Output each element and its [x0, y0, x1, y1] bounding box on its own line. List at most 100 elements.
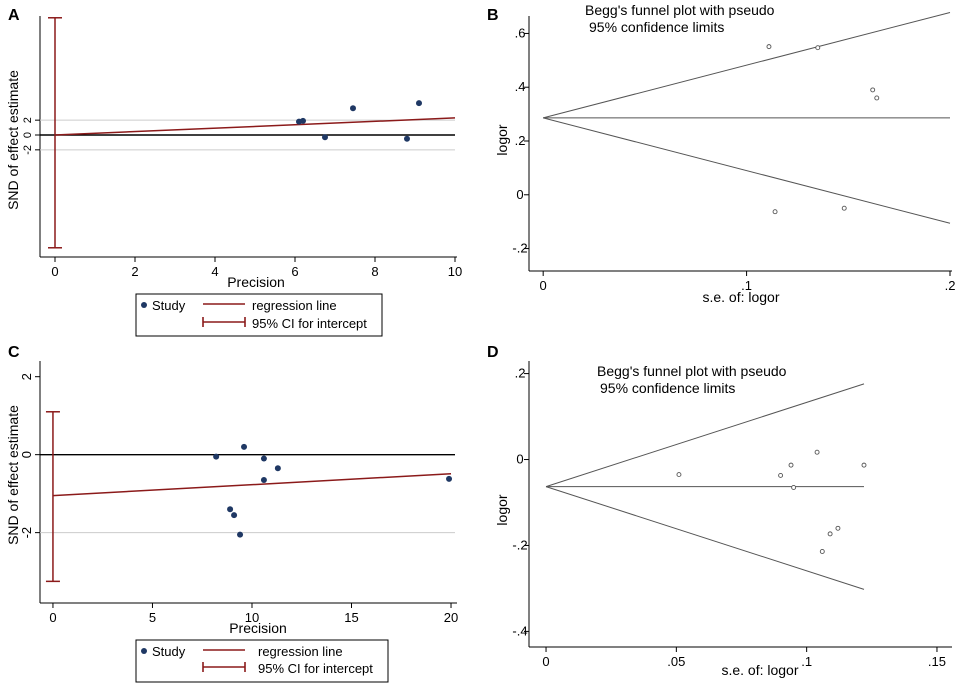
study-point: [861, 462, 867, 468]
y-tick-label: 2: [19, 373, 34, 380]
study-point: [835, 525, 841, 531]
y-tick-label: -.4: [512, 623, 527, 638]
x-tick-label: 15: [344, 610, 358, 625]
y-tick-label: .4: [515, 79, 526, 94]
x-tick-label: 10: [245, 610, 259, 625]
panel-b-xlabel: s.e. of: logor: [702, 289, 779, 305]
panel-label-d: D: [487, 344, 499, 361]
x-tick-label: .1: [741, 278, 752, 293]
y-tick-label: 0: [22, 132, 34, 138]
study-point: [237, 531, 244, 538]
study-point: [874, 95, 880, 101]
study-point: [260, 455, 267, 462]
study-point: [274, 465, 281, 472]
regression-line: [52, 473, 452, 497]
study-point: [788, 462, 794, 468]
legend-ci-label: 95% CI for intercept: [252, 316, 367, 331]
panel-d-title: Begg's funnel plot with pseudo: [597, 363, 787, 379]
funnel-upper-limit: [545, 383, 865, 488]
panel-d-funnel-plot: logor s.e. of: logor Begg's funnel plot …: [494, 361, 952, 678]
x-tick-label: 20: [444, 610, 458, 625]
y-tick-label: 2: [22, 117, 34, 123]
study-point: [791, 485, 797, 490]
study-point: [815, 45, 821, 51]
x-tick-label: 2: [131, 264, 138, 279]
x-tick-label: 4: [211, 264, 218, 279]
panel-a-ylabel: SND of effect estimate: [5, 70, 21, 210]
y-tick-label: -.2: [512, 537, 527, 552]
legend-ci-swatch: [202, 662, 246, 672]
panel-b-funnel-plot: logor s.e. of: logor Begg's funnel plot …: [494, 2, 955, 305]
funnel-lower-limit: [545, 486, 865, 590]
panel-c-egger-plot: SND of effect estimate Precision Study r…: [5, 361, 458, 683]
study-point: [446, 475, 453, 482]
panel-b-title: Begg's funnel plot with pseudo: [585, 2, 775, 18]
x-tick-label: .1: [801, 654, 812, 669]
panel-d-subtitle: 95% confidence limits: [600, 380, 735, 396]
x-tick-label: 6: [291, 264, 298, 279]
x-tick-label: .2: [945, 278, 956, 293]
y-tick-label: 0: [516, 452, 523, 467]
x-tick-label: 10: [448, 264, 462, 279]
y-tick-label: 0: [516, 187, 523, 202]
panel-a-legend: Study regression line 95% CI for interce…: [135, 293, 383, 337]
study-point: [870, 87, 876, 93]
x-tick-label: 0: [51, 264, 58, 279]
x-tick-label: 0: [49, 610, 56, 625]
x-tick-label: 0: [540, 278, 547, 293]
study-point: [766, 44, 772, 50]
study-point: [778, 472, 784, 478]
legend-study-label: Study: [152, 644, 186, 659]
y-tick-label: 0: [19, 451, 34, 458]
panel-c-ylabel: SND of effect estimate: [5, 405, 21, 545]
y-tick-label: -.2: [512, 241, 527, 256]
panel-d-ylabel: logor: [494, 494, 510, 525]
x-tick-label: 8: [371, 264, 378, 279]
study-point: [227, 506, 234, 513]
study-point: [676, 472, 682, 478]
panel-b-ylabel: logor: [494, 124, 510, 155]
legend-ci-label: 95% CI for intercept: [258, 661, 373, 676]
panel-b-subtitle: 95% confidence limits: [589, 19, 724, 35]
study-point: [260, 477, 267, 483]
study-point: [819, 549, 825, 554]
panel-c-legend: Study regression line 95% CI for interce…: [135, 639, 389, 683]
study-point: [404, 135, 410, 142]
panel-a-xlabel: Precision: [227, 274, 285, 290]
study-point: [827, 531, 833, 537]
legend-ci-swatch: [202, 317, 246, 327]
study-point: [241, 443, 248, 450]
legend-study-label: Study: [152, 298, 186, 313]
panel-d-xlabel: s.e. of: logor: [721, 662, 798, 678]
panel-c-xlabel: Precision: [229, 620, 287, 636]
study-point: [416, 100, 422, 107]
legend-study-marker: [141, 302, 147, 308]
y-tick-label: .2: [515, 133, 526, 148]
x-tick-label: .05: [667, 654, 685, 669]
panel-a-egger-plot: SND of effect estimate Precision Study r…: [5, 16, 462, 337]
study-point: [814, 449, 820, 455]
legend-study-marker: [141, 648, 147, 654]
x-tick-label: 5: [149, 610, 156, 625]
funnel-lower-limit: [543, 117, 951, 224]
legend-regression-label: regression line: [258, 644, 343, 659]
x-tick-label: .15: [928, 654, 946, 669]
panel-label-b: B: [487, 7, 499, 24]
y-tick-label: -2: [22, 145, 34, 155]
study-point: [300, 117, 306, 124]
regression-line: [54, 117, 456, 136]
study-point: [841, 205, 847, 211]
study-point: [213, 453, 220, 460]
x-tick-label: 0: [542, 654, 549, 669]
study-point: [322, 134, 328, 141]
legend-regression-label: regression line: [252, 298, 337, 313]
panel-label-a: A: [8, 7, 20, 24]
study-point: [350, 105, 356, 112]
study-point: [772, 209, 778, 215]
y-tick-label: .2: [515, 366, 526, 381]
y-tick-label: -2: [19, 527, 34, 539]
panel-label-c: C: [8, 344, 20, 361]
y-tick-label: .6: [515, 25, 526, 40]
study-point: [231, 512, 238, 519]
